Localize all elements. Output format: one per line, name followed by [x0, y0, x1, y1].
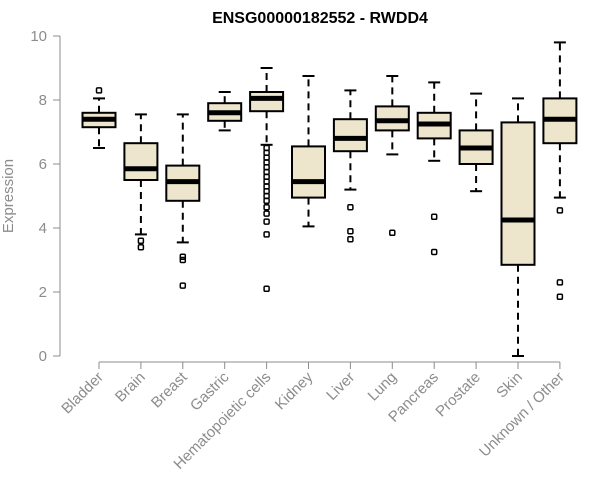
- box-group: [374, 75, 410, 237]
- box-group: [165, 113, 201, 289]
- outlier-point: [347, 203, 354, 211]
- y-tick-label: 0: [39, 348, 47, 365]
- box: [291, 145, 326, 199]
- box-group: [291, 75, 326, 228]
- box: [500, 121, 536, 266]
- y-tick-label: 2: [39, 284, 47, 301]
- outlier-point: [347, 235, 354, 243]
- box-group: [416, 81, 452, 256]
- outlier-point: [263, 197, 270, 205]
- y-tick-label: 6: [39, 156, 47, 173]
- outlier-point: [347, 227, 354, 235]
- outlier-point: [95, 87, 103, 94]
- outlier-point: [179, 256, 187, 264]
- outlier-point: [556, 279, 564, 286]
- outlier-point: [430, 248, 438, 256]
- outlier-point: [263, 203, 270, 211]
- box-group: [458, 92, 494, 193]
- outlier-point: [430, 213, 438, 221]
- y-tick-label: 4: [39, 220, 47, 237]
- outlier-point: [263, 285, 270, 293]
- outlier-point: [556, 207, 564, 214]
- x-tick-label: Brain: [112, 369, 149, 406]
- y-tick-label: 8: [39, 92, 47, 109]
- y-axis-label: Expression: [0, 159, 17, 233]
- x-tick-label: Liver: [323, 369, 358, 404]
- outlier-point: [263, 210, 270, 217]
- x-tick-label: Skin: [493, 369, 526, 402]
- y-axis: 0 2 4 6 8 10: [30, 28, 61, 365]
- outlier-point: [389, 229, 396, 237]
- box: [249, 91, 285, 113]
- x-tick-label: Lung: [365, 369, 401, 405]
- box-group: [500, 97, 536, 357]
- outlier-point: [556, 293, 564, 301]
- x-tick-label: Prostate: [432, 369, 484, 421]
- box-group: [542, 41, 578, 301]
- box: [332, 118, 368, 153]
- plot-area: [81, 41, 578, 357]
- chart-title: ENSG00000182552 - RWDD4: [212, 10, 428, 27]
- outlier-point: [137, 237, 145, 245]
- x-tick-label: Bladder: [58, 369, 107, 418]
- x-tick-label: Breast: [148, 368, 191, 411]
- box-group: [81, 87, 117, 149]
- outlier-point: [263, 231, 270, 238]
- x-tick-label: Kidney: [272, 368, 317, 413]
- outlier-point: [263, 218, 270, 225]
- box-group: [207, 91, 243, 132]
- outlier-point: [179, 282, 187, 289]
- box-group: [123, 113, 159, 251]
- box: [123, 142, 159, 181]
- box-group: [332, 89, 368, 243]
- outlier-point: [137, 243, 145, 251]
- y-tick-label: 10: [30, 28, 47, 45]
- box-group: [249, 67, 285, 293]
- outlier-point: [179, 253, 187, 261]
